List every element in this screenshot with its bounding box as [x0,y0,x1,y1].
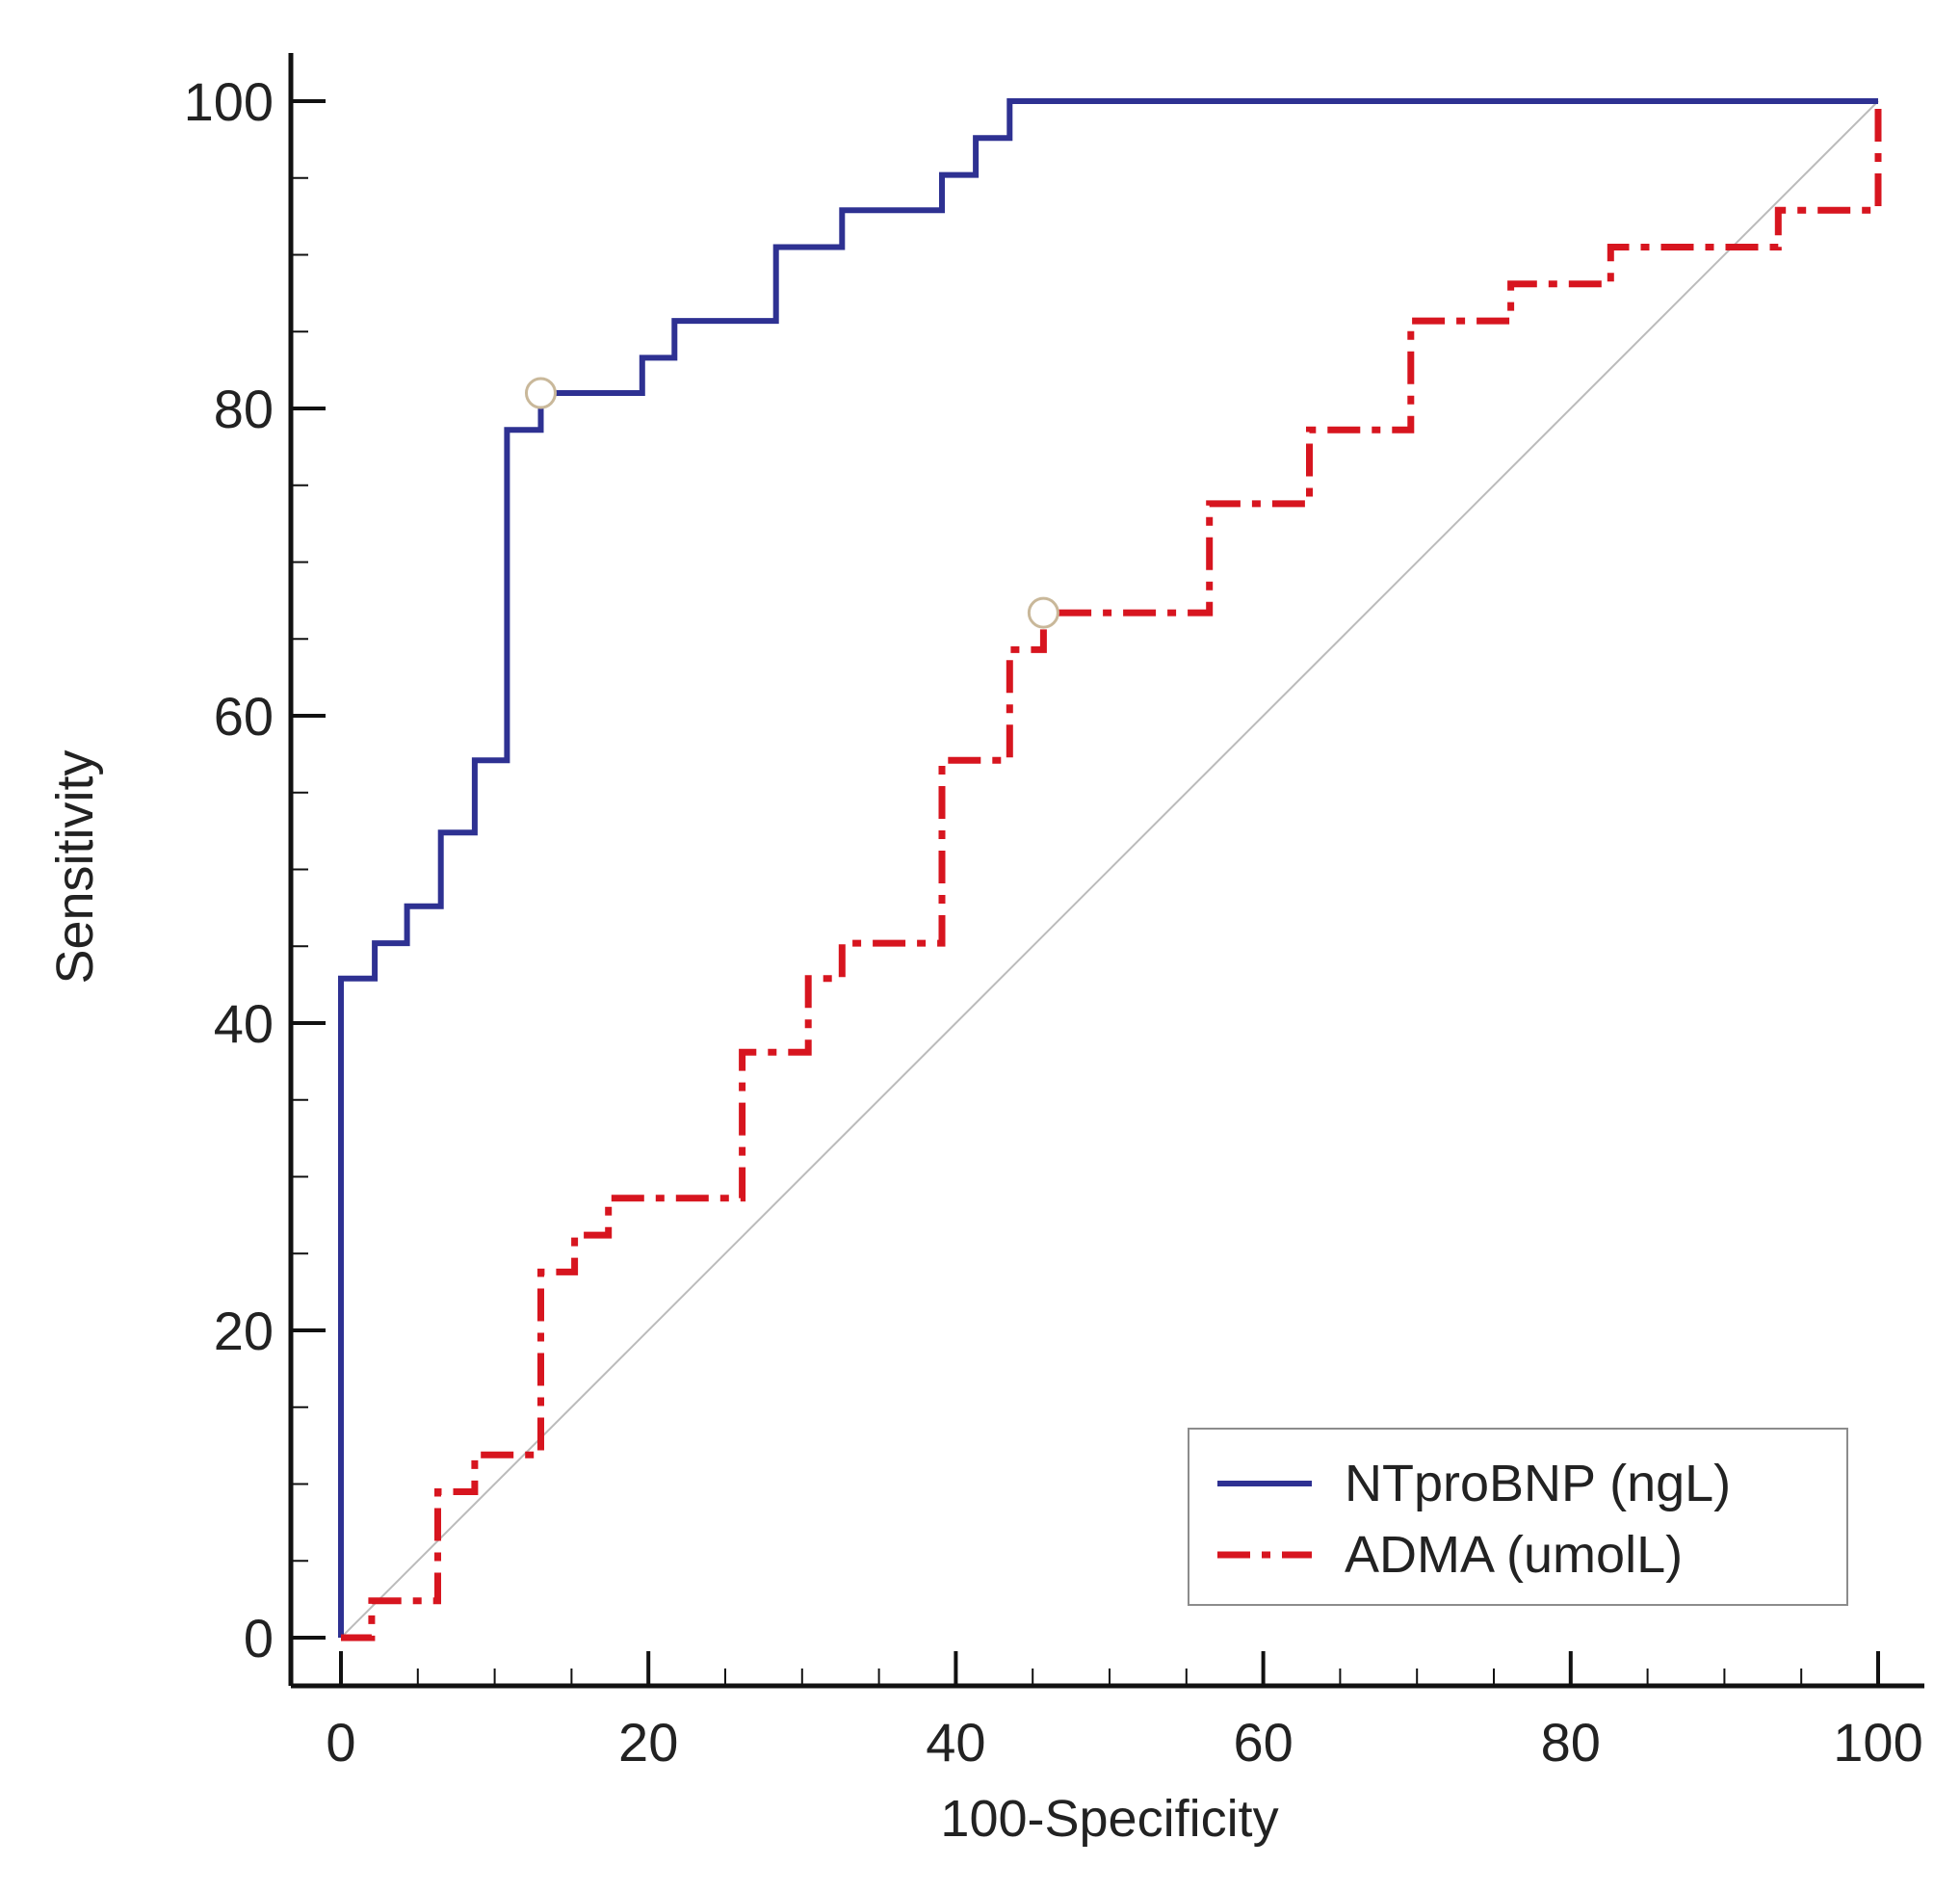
roc-curve-adma [341,101,1882,1642]
y-axis-label: Sensitivity [46,749,104,984]
x-tick-label: 0 [326,1712,355,1773]
reference-line-layer [340,100,1879,1639]
x-tick-label: 100 [1833,1712,1922,1773]
x-tick-label: 80 [1541,1712,1601,1773]
x-tick-label: 60 [1233,1712,1293,1773]
series-layer [338,98,1882,1642]
x-tick-label: 20 [618,1712,678,1773]
reference-diagonal-line [340,100,1879,1639]
optimal-cutoff-marker-adma [1027,596,1059,629]
legend-box [1188,1428,1848,1606]
legend: NTproBNP (ngL) ADMA (umolL) [1188,1428,1848,1606]
legend-label-adma: ADMA (umolL) [1345,1526,1683,1584]
x-axis-label: 100-Specificity [940,1790,1278,1848]
roc-curve-ntprobnp [338,98,1878,1638]
y-tick-label: 0 [244,1608,274,1669]
y-tick-label: 100 [184,71,274,132]
y-tick-label: 40 [214,993,274,1054]
y-tick-label: 60 [214,686,274,747]
x-tick-label: 40 [926,1712,985,1773]
ticks-layer: 0 20 40 60 80 100 0 20 40 60 80 100 [184,71,1923,1773]
y-tick-label: 20 [214,1301,274,1361]
optimal-cutoff-marker-ntprobnp [524,377,557,409]
legend-label-ntprobnp: NTproBNP (ngL) [1345,1455,1731,1512]
y-tick-label: 80 [214,379,274,439]
